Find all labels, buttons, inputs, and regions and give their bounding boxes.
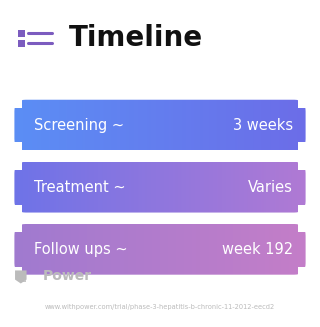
Text: Screening ~: Screening ~ <box>34 118 124 132</box>
Bar <box>14 143 22 150</box>
Bar <box>14 162 22 170</box>
Bar <box>298 162 306 170</box>
Text: 3 weeks: 3 weeks <box>233 118 293 132</box>
Bar <box>298 267 306 275</box>
Bar <box>298 143 306 150</box>
Text: Varies: Varies <box>248 180 293 195</box>
Bar <box>18 40 25 47</box>
Text: Timeline: Timeline <box>69 24 203 52</box>
Bar <box>298 100 306 108</box>
Bar <box>14 100 22 108</box>
Text: Power: Power <box>43 269 92 283</box>
Bar <box>298 224 306 232</box>
Text: Follow ups ~: Follow ups ~ <box>34 242 127 257</box>
Bar <box>14 267 22 275</box>
Text: ⛉: ⛉ <box>19 270 26 283</box>
Bar <box>298 205 306 213</box>
Text: www.withpower.com/trial/phase-3-hepatitis-b-chronic-11-2012-eecd2: www.withpower.com/trial/phase-3-hepatiti… <box>45 304 275 310</box>
Text: Treatment ~: Treatment ~ <box>34 180 125 195</box>
Polygon shape <box>15 270 27 284</box>
Bar <box>14 224 22 232</box>
Text: week 192: week 192 <box>222 242 293 257</box>
Bar <box>14 205 22 213</box>
Bar <box>18 30 25 37</box>
